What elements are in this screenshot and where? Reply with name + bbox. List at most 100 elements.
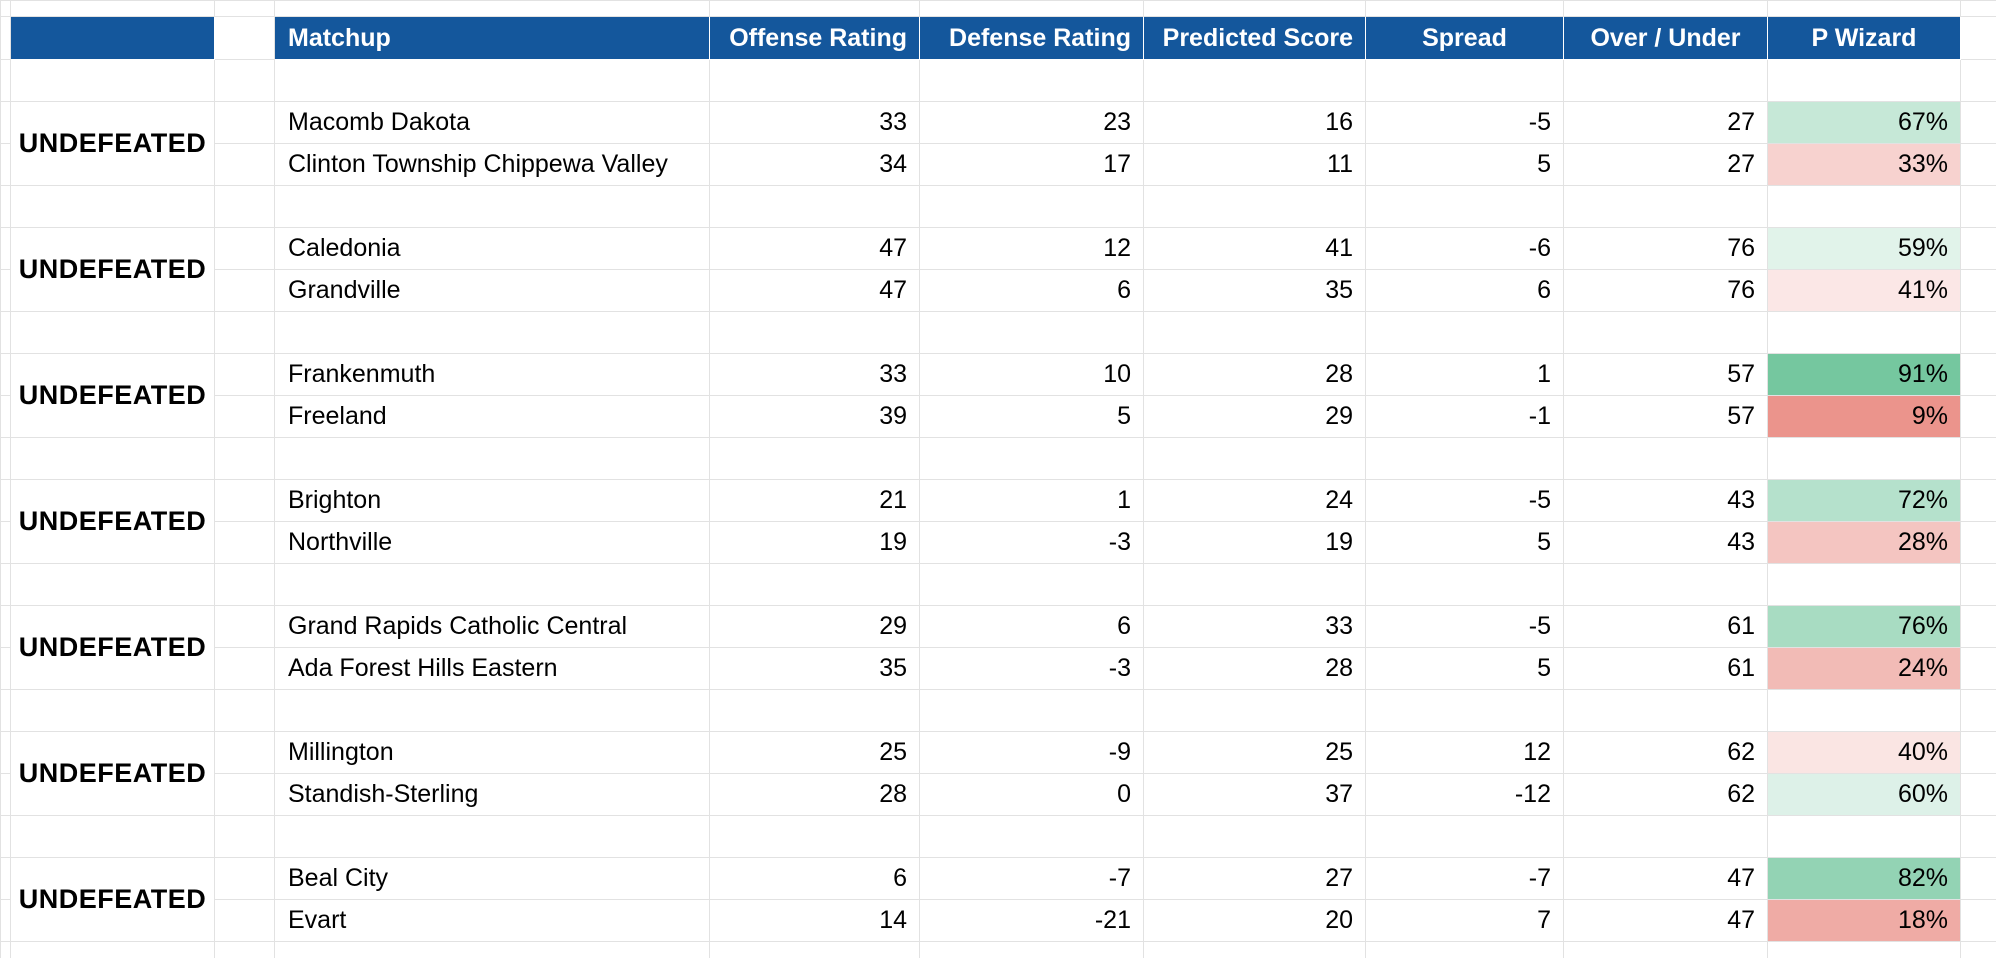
- pwizard-cell[interactable]: 82%: [1767, 857, 1961, 900]
- empty-cell[interactable]: [1767, 563, 1961, 606]
- spread-cell[interactable]: -5: [1365, 101, 1564, 144]
- empty-cell[interactable]: [1960, 353, 1996, 396]
- empty-cell[interactable]: [274, 437, 710, 480]
- empty-cell[interactable]: [1960, 647, 1996, 690]
- empty-cell[interactable]: [1767, 941, 1961, 958]
- spread-cell[interactable]: -1: [1365, 395, 1564, 438]
- defense-cell[interactable]: 17: [919, 143, 1144, 186]
- undefeated-label[interactable]: UNDEFEATED: [10, 605, 215, 690]
- empty-cell[interactable]: [919, 941, 1144, 958]
- empty-cell[interactable]: [10, 59, 215, 102]
- defense-cell[interactable]: 23: [919, 101, 1144, 144]
- spread-cell[interactable]: -7: [1365, 857, 1564, 900]
- over-under-cell[interactable]: 47: [1563, 857, 1768, 900]
- empty-cell[interactable]: [1365, 59, 1564, 102]
- empty-cell[interactable]: [709, 815, 920, 858]
- header-cell-matchup[interactable]: Matchup: [274, 16, 710, 60]
- empty-cell[interactable]: [214, 16, 275, 60]
- team-name-cell[interactable]: Evart: [274, 899, 710, 942]
- offense-cell[interactable]: 28: [709, 773, 920, 816]
- team-name-cell[interactable]: Caledonia: [274, 227, 710, 270]
- empty-cell[interactable]: [709, 185, 920, 228]
- offense-cell[interactable]: 21: [709, 479, 920, 522]
- defense-cell[interactable]: 6: [919, 605, 1144, 648]
- header-cell-over-under[interactable]: Over / Under: [1563, 16, 1768, 60]
- empty-cell[interactable]: [10, 437, 215, 480]
- empty-cell[interactable]: [1563, 563, 1768, 606]
- empty-cell[interactable]: [1365, 815, 1564, 858]
- empty-cell[interactable]: [1365, 941, 1564, 958]
- empty-cell[interactable]: [10, 563, 215, 606]
- empty-cell[interactable]: [1960, 521, 1996, 564]
- empty-cell[interactable]: [0, 689, 11, 732]
- defense-cell[interactable]: -3: [919, 521, 1144, 564]
- empty-cell[interactable]: [1143, 815, 1366, 858]
- predicted-cell[interactable]: 35: [1143, 269, 1366, 312]
- empty-cell[interactable]: [1960, 689, 1996, 732]
- empty-cell[interactable]: [1767, 689, 1961, 732]
- empty-cell[interactable]: [1143, 437, 1366, 480]
- predicted-cell[interactable]: 33: [1143, 605, 1366, 648]
- empty-cell[interactable]: [1960, 899, 1996, 942]
- empty-cell[interactable]: [919, 563, 1144, 606]
- empty-cell[interactable]: [274, 815, 710, 858]
- empty-cell[interactable]: [1767, 0, 1961, 17]
- team-name-cell[interactable]: Brighton: [274, 479, 710, 522]
- empty-cell[interactable]: [0, 269, 11, 312]
- empty-cell[interactable]: [214, 101, 275, 144]
- empty-cell[interactable]: [1563, 185, 1768, 228]
- empty-cell[interactable]: [0, 479, 11, 522]
- pwizard-cell[interactable]: 72%: [1767, 479, 1961, 522]
- empty-cell[interactable]: [10, 311, 215, 354]
- offense-cell[interactable]: 35: [709, 647, 920, 690]
- empty-cell[interactable]: [214, 899, 275, 942]
- empty-cell[interactable]: [1960, 269, 1996, 312]
- empty-cell[interactable]: [919, 311, 1144, 354]
- empty-cell[interactable]: [0, 857, 11, 900]
- empty-cell[interactable]: [1960, 311, 1996, 354]
- empty-cell[interactable]: [1143, 689, 1366, 732]
- empty-cell[interactable]: [1960, 605, 1996, 648]
- team-name-cell[interactable]: Freeland: [274, 395, 710, 438]
- empty-cell[interactable]: [709, 59, 920, 102]
- empty-cell[interactable]: [274, 59, 710, 102]
- empty-cell[interactable]: [214, 479, 275, 522]
- empty-cell[interactable]: [1960, 479, 1996, 522]
- over-under-cell[interactable]: 43: [1563, 479, 1768, 522]
- over-under-cell[interactable]: 27: [1563, 143, 1768, 186]
- empty-cell[interactable]: [0, 437, 11, 480]
- empty-cell[interactable]: [0, 353, 11, 396]
- empty-cell[interactable]: [214, 815, 275, 858]
- spread-cell[interactable]: 1: [1365, 353, 1564, 396]
- empty-cell[interactable]: [214, 689, 275, 732]
- defense-cell[interactable]: -9: [919, 731, 1144, 774]
- pwizard-cell[interactable]: 18%: [1767, 899, 1961, 942]
- empty-cell[interactable]: [214, 269, 275, 312]
- empty-cell[interactable]: [1563, 815, 1768, 858]
- empty-cell[interactable]: [274, 0, 710, 17]
- spread-cell[interactable]: -12: [1365, 773, 1564, 816]
- over-under-cell[interactable]: 62: [1563, 731, 1768, 774]
- empty-cell[interactable]: [709, 563, 920, 606]
- offense-cell[interactable]: 25: [709, 731, 920, 774]
- spread-cell[interactable]: 7: [1365, 899, 1564, 942]
- empty-cell[interactable]: [1960, 16, 1996, 60]
- empty-cell[interactable]: [214, 563, 275, 606]
- header-cell-row-label[interactable]: [10, 16, 215, 60]
- empty-cell[interactable]: [0, 731, 11, 774]
- header-cell-defense-rating[interactable]: Defense Rating: [919, 16, 1144, 60]
- empty-cell[interactable]: [1767, 815, 1961, 858]
- team-name-cell[interactable]: Frankenmuth: [274, 353, 710, 396]
- offense-cell[interactable]: 39: [709, 395, 920, 438]
- empty-cell[interactable]: [214, 227, 275, 270]
- empty-cell[interactable]: [1143, 0, 1366, 17]
- defense-cell[interactable]: 10: [919, 353, 1144, 396]
- team-name-cell[interactable]: Millington: [274, 731, 710, 774]
- empty-cell[interactable]: [214, 773, 275, 816]
- offense-cell[interactable]: 33: [709, 353, 920, 396]
- team-name-cell[interactable]: Standish-Sterling: [274, 773, 710, 816]
- empty-cell[interactable]: [1365, 437, 1564, 480]
- empty-cell[interactable]: [214, 521, 275, 564]
- over-under-cell[interactable]: 61: [1563, 647, 1768, 690]
- empty-cell[interactable]: [919, 59, 1144, 102]
